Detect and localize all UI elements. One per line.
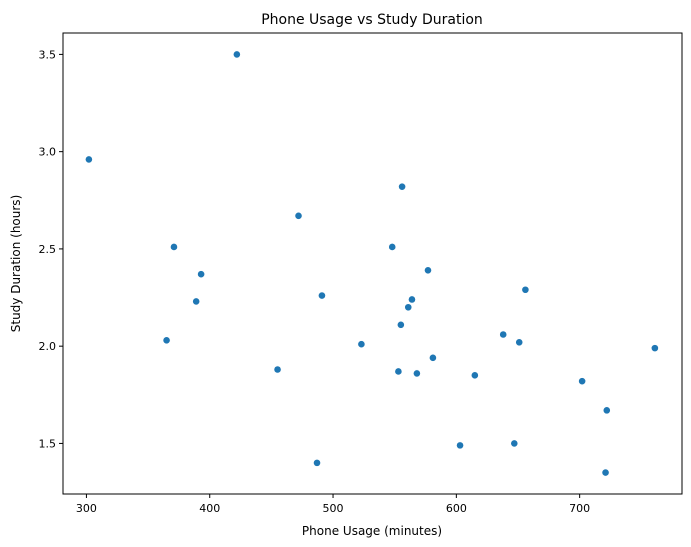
data-point: [396, 320, 405, 329]
y-tick-label: 2.5: [39, 243, 57, 256]
x-tick-label: 700: [569, 502, 590, 515]
data-point: [294, 211, 303, 220]
data-point: [456, 441, 464, 450]
x-tick-label: 300: [76, 502, 97, 515]
y-tick-label: 3.5: [39, 48, 57, 61]
data-point: [408, 295, 416, 304]
data-point: [602, 406, 611, 415]
data-point: [601, 468, 610, 477]
data-point: [398, 182, 406, 191]
data-point: [357, 340, 366, 349]
data-point: [232, 50, 241, 59]
data-point: [650, 344, 659, 353]
data-point: [578, 377, 587, 386]
data-point: [470, 371, 479, 380]
data-point: [318, 291, 326, 300]
data-point: [313, 458, 321, 467]
data-points: [84, 50, 659, 477]
data-point: [394, 367, 403, 376]
plot-area-frame: [62, 32, 683, 495]
y-tick-label: 1.5: [39, 437, 57, 450]
data-point: [412, 369, 421, 378]
chart-title: Phone Usage vs Study Duration: [261, 12, 483, 28]
data-point: [192, 297, 201, 306]
data-point: [84, 155, 93, 164]
data-point: [429, 353, 437, 362]
data-point: [515, 338, 524, 347]
data-point: [162, 336, 171, 345]
axis-ticks: 300 400 500 600 700 1.5 2.0 2.5 3.0 3.5: [39, 48, 591, 515]
data-point: [170, 243, 178, 251]
data-point: [424, 266, 432, 275]
y-tick-label: 3.0: [39, 146, 57, 159]
data-point: [510, 439, 519, 448]
y-tick-label: 2.0: [39, 340, 57, 353]
data-point: [404, 303, 413, 312]
x-tick-label: 400: [199, 502, 220, 515]
data-point: [521, 285, 530, 294]
x-tick-label: 600: [446, 502, 467, 515]
x-tick-label: 500: [323, 502, 344, 515]
data-point: [499, 330, 508, 339]
data-point: [197, 270, 206, 279]
y-axis-label: Study Duration (hours): [9, 195, 23, 333]
x-axis-label: Phone Usage (minutes): [302, 524, 442, 538]
data-point: [273, 365, 282, 374]
data-point: [388, 243, 397, 251]
